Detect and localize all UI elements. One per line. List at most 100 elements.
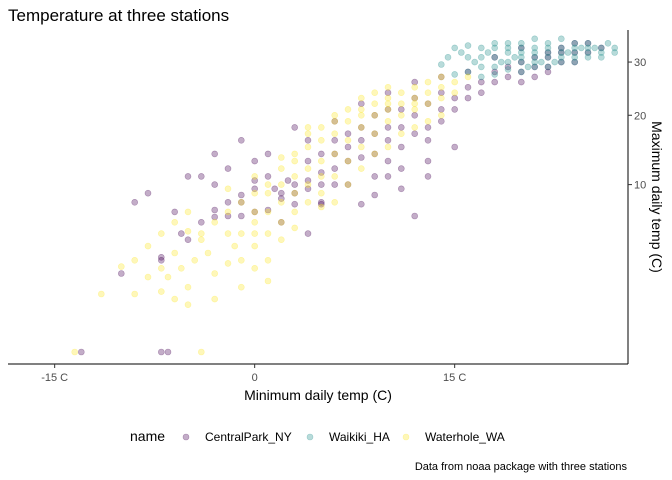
- point-Waterhole_WA-106: [131, 256, 138, 264]
- point-CentralPark_NY-97: [424, 157, 432, 165]
- point-CentralPark_NY-59: [464, 84, 472, 91]
- point-Waikiki_HA-64: [544, 63, 552, 71]
- point-CentralPark_NY-21: [291, 189, 299, 197]
- point-Waterhole_WA-100: [371, 150, 379, 158]
- point-Waterhole_WA-113: [304, 124, 312, 131]
- point-Waterhole_WA-23: [277, 199, 285, 206]
- point-Waterhole_WA-12: [224, 260, 232, 267]
- chart-caption: Data from noaa package with three statio…: [415, 461, 628, 473]
- point-Waterhole_WA-92: [264, 256, 272, 264]
- point-CentralPark_NY-69: [531, 63, 539, 71]
- point-Waikiki_HA-2: [451, 44, 459, 52]
- point-CentralPark_NY-9: [211, 213, 218, 221]
- point-CentralPark_NY-108: [331, 118, 339, 125]
- legend-key-CentralPark_NY: [182, 433, 190, 441]
- point-CentralPark_NY-8: [198, 219, 205, 226]
- point-CentralPark_NY-2: [164, 348, 172, 356]
- point-Waterhole_WA-67: [144, 242, 152, 250]
- point-CentralPark_NY-3: [118, 270, 125, 277]
- point-CentralPark_NY-66: [517, 68, 525, 76]
- point-Waikiki_HA-57: [451, 71, 459, 78]
- point-Waterhole_WA-19: [264, 230, 272, 237]
- point-Waterhole_WA-21: [264, 189, 272, 197]
- point-CentralPark_NY-49: [411, 94, 419, 102]
- point-Waterhole_WA-79: [304, 130, 312, 137]
- point-CentralPark_NY-68: [517, 78, 525, 86]
- point-Waterhole_WA-110: [224, 185, 232, 193]
- point-Waterhole_WA-45: [357, 106, 365, 113]
- point-Waterhole_WA-73: [224, 208, 232, 216]
- point-CentralPark_NY-76: [557, 58, 565, 66]
- point-Waterhole_WA-111: [251, 173, 258, 180]
- point-Waterhole_WA-22: [277, 219, 285, 226]
- point-Waterhole_WA-63: [437, 73, 445, 81]
- point-Waikiki_HA-58: [464, 53, 472, 61]
- point-CentralPark_NY-121: [291, 200, 299, 208]
- point-Waikiki_HA-38: [571, 49, 579, 56]
- point-CentralPark_NY-30: [331, 137, 339, 144]
- point-CentralPark_NY-12: [238, 191, 245, 199]
- point-CentralPark_NY-10: [224, 212, 232, 220]
- point-CentralPark_NY-96: [224, 199, 232, 206]
- point-CentralPark_NY-31: [344, 157, 352, 165]
- point-Waterhole_WA-119: [251, 264, 258, 272]
- y-tick-label-1: 20: [634, 110, 646, 122]
- point-Waterhole_WA-61: [437, 94, 445, 102]
- point-CentralPark_NY-103: [184, 173, 192, 180]
- point-CentralPark_NY-18: [277, 195, 285, 202]
- point-Waikiki_HA-67: [584, 53, 592, 61]
- y-tick-label-0: 10: [634, 180, 646, 192]
- point-Waikiki_HA-13: [504, 49, 512, 56]
- point-Waterhole_WA-4: [171, 295, 178, 303]
- point-Waterhole_WA-32: [304, 143, 312, 151]
- point-CentralPark_NY-107: [304, 137, 312, 144]
- y-axis-label: Maximum daily temp (C): [649, 121, 665, 273]
- point-Waterhole_WA-103: [411, 124, 419, 131]
- legend-label-Waterhole_WA: Waterhole_WA: [425, 430, 505, 444]
- point-CentralPark_NY-105: [224, 165, 232, 172]
- point-CentralPark_NY-102: [171, 208, 178, 216]
- point-Waterhole_WA-30: [304, 181, 312, 188]
- point-Waikiki_HA-24: [531, 44, 539, 52]
- point-Waterhole_WA-47: [371, 112, 379, 119]
- point-CentralPark_NY-27: [317, 181, 325, 188]
- point-CentralPark_NY-118: [371, 173, 379, 180]
- point-CentralPark_NY-104: [211, 150, 218, 158]
- point-CentralPark_NY-117: [344, 181, 352, 188]
- point-Waikiki_HA-42: [584, 49, 592, 56]
- point-Waikiki_HA-44: [584, 39, 592, 47]
- point-CentralPark_NY-74: [544, 49, 552, 56]
- point-CentralPark_NY-22: [304, 177, 312, 184]
- point-Waterhole_WA-42: [344, 118, 352, 125]
- point-Waterhole_WA-14: [238, 256, 245, 264]
- point-CentralPark_NY-54: [437, 106, 445, 113]
- point-CentralPark_NY-120: [317, 199, 325, 206]
- point-Waterhole_WA-51: [384, 94, 392, 102]
- point-CentralPark_NY-95: [251, 208, 258, 216]
- scatter-points: [71, 35, 619, 356]
- point-Waikiki_HA-32: [557, 53, 565, 61]
- point-CentralPark_NY-53: [437, 118, 445, 125]
- point-Waterhole_WA-43: [357, 143, 365, 151]
- point-Waikiki_HA-47: [597, 44, 605, 52]
- point-Waterhole_WA-96: [317, 203, 325, 211]
- point-CentralPark_NY-80: [571, 49, 579, 56]
- point-Waterhole_WA-59: [424, 89, 432, 96]
- point-Waterhole_WA-72: [211, 219, 218, 226]
- x-axis-label: Minimum daily temp (C): [244, 387, 392, 403]
- point-CentralPark_NY-78: [557, 44, 565, 52]
- point-Waikiki_HA-11: [491, 39, 499, 47]
- point-Waterhole_WA-109: [184, 228, 192, 235]
- point-Waterhole_WA-39: [331, 130, 339, 137]
- point-Waterhole_WA-35: [317, 157, 325, 165]
- point-Waikiki_HA-19: [517, 44, 525, 52]
- point-CentralPark_NY-73: [544, 53, 552, 61]
- point-CentralPark_NY-16: [271, 185, 279, 193]
- x-tick-label-1: 0: [252, 372, 258, 384]
- point-CentralPark_NY-58: [464, 94, 472, 102]
- point-CentralPark_NY-63: [491, 68, 499, 76]
- point-Waterhole_WA-117: [411, 100, 419, 107]
- point-Waikiki_HA-50: [611, 49, 619, 56]
- point-CentralPark_NY-28: [331, 165, 339, 172]
- point-Waterhole_WA-94: [184, 283, 192, 291]
